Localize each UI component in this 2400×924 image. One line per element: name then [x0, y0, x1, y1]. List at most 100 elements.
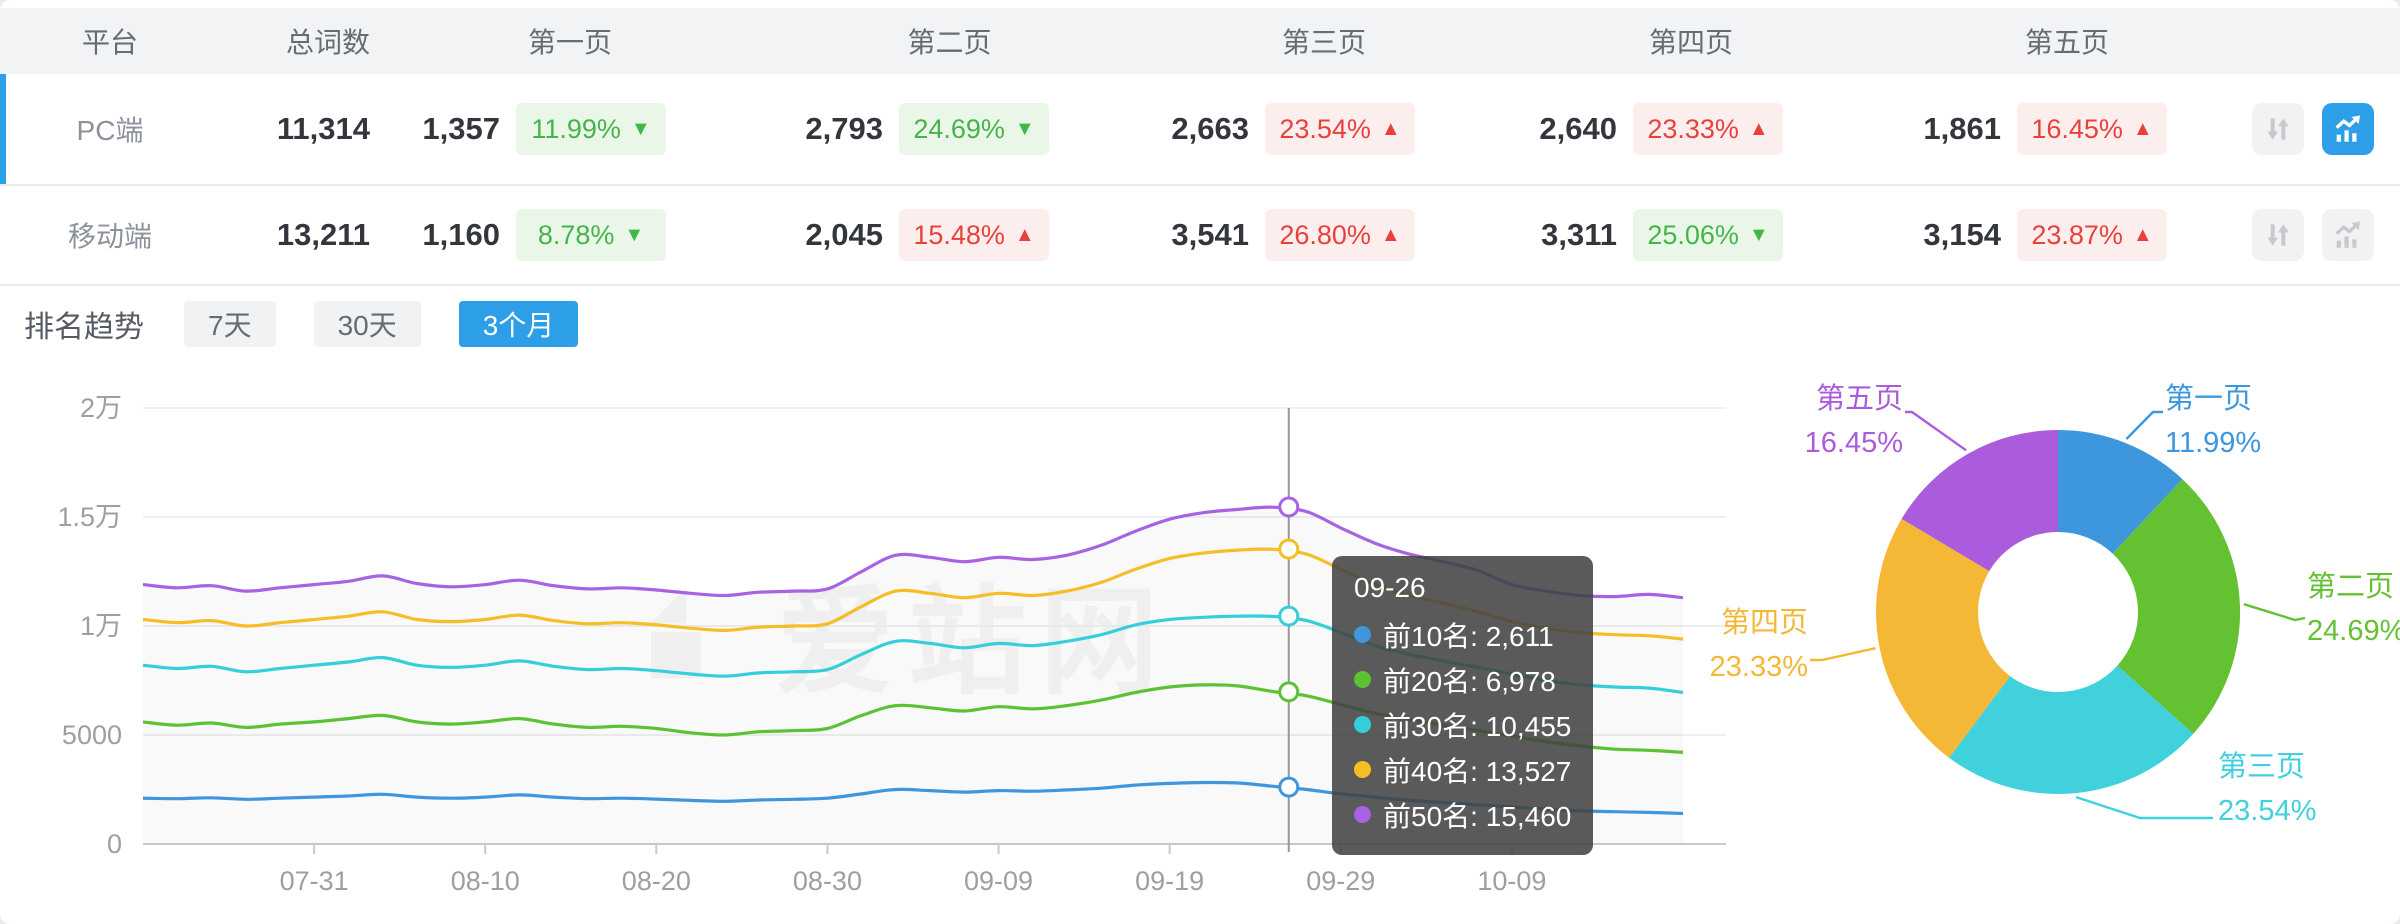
svg-text:07-31: 07-31	[280, 866, 349, 896]
svg-text:16.45%: 16.45%	[1805, 427, 1903, 459]
row-actions	[2187, 209, 2400, 261]
header-total-words: 总词数	[285, 27, 370, 58]
up-down-arrows-icon	[2267, 118, 2289, 140]
page-distribution-donut-chart[interactable]: 第一页 11.99% 第二页 24.69% 第三页 23.54% 第四页 23.33% 第五页 1…	[1650, 368, 2400, 888]
page4-trend-badge: 23.33% ▲	[1633, 103, 1783, 155]
svg-text:5000: 5000	[62, 720, 122, 750]
page5-trend-badge: 23.87% ▲	[2017, 209, 2167, 261]
page5-trend-pct: 23.87%	[2031, 219, 2123, 250]
tab-30-days[interactable]: 30天	[313, 301, 421, 347]
page4-trend-badge: 25.06% ▼	[1633, 209, 1783, 261]
page4-count: 2,640	[1539, 111, 1617, 146]
table-row-mobile[interactable]: 移动端 13,211 1,160 8.78% ▼ 2,045 15.48% ▲ 3,…	[0, 186, 2400, 286]
trend-arrow-icon: ▼	[630, 118, 651, 140]
header-page-3: 第三页	[1281, 27, 1366, 58]
chart-tooltip: 09-26 前10名: 2,611 前20名: 6,978 前30名: 10,455…	[1332, 556, 1594, 855]
trend-arrow-icon: ▲	[2132, 118, 2153, 140]
charts-area: 爱站网 050001万1.5万2万07-3108-1008-2008-3009-…	[0, 366, 2400, 924]
trend-chart-button[interactable]	[2322, 209, 2374, 261]
svg-text:24.69%: 24.69%	[2307, 615, 2400, 647]
line-chart-icon	[2335, 115, 2361, 142]
page3-trend-badge: 23.54% ▲	[1265, 103, 1415, 155]
range-tabs: 7天 30天 3个月	[184, 301, 579, 347]
tooltip-series-row: 前40名: 13,527	[1354, 747, 1571, 792]
svg-text:1.5万: 1.5万	[57, 502, 122, 532]
page4-count: 3,311	[1541, 217, 1617, 252]
page3-trend-pct: 23.54%	[1279, 113, 1371, 144]
page5-trend-pct: 16.45%	[2031, 113, 2123, 144]
svg-text:第三页: 第三页	[2218, 750, 2305, 783]
trend-arrow-icon: ▼	[624, 224, 645, 246]
tooltip-series-text: 前10名: 2,611	[1383, 620, 1554, 652]
total-words-value: 11,314	[276, 111, 370, 146]
compare-button[interactable]	[2252, 103, 2304, 155]
trend-arrow-icon: ▲	[1014, 224, 1035, 246]
header-page-5: 第五页	[2024, 27, 2109, 58]
page2-trend-pct: 24.69%	[913, 113, 1005, 144]
page3-count: 3,541	[1171, 217, 1249, 252]
tooltip-series-row: 前20名: 6,978	[1354, 657, 1571, 702]
header-platform: 平台	[81, 27, 138, 58]
page2-trend-badge: 24.69% ▼	[899, 103, 1049, 155]
svg-text:09-09: 09-09	[964, 866, 1033, 896]
svg-text:08-30: 08-30	[793, 866, 862, 896]
page2-count: 2,045	[805, 217, 883, 252]
rank-summary-table: 平台 总词数 第一页 第二页 第三页 第四页 第五页 PC端 11,314 1,…	[0, 0, 2400, 286]
header-page-4: 第四页	[1648, 27, 1733, 58]
svg-text:1万: 1万	[80, 611, 122, 641]
header-page-1: 第一页	[527, 27, 612, 58]
page2-trend-pct: 15.48%	[913, 219, 1005, 250]
series-dot-icon	[1354, 671, 1371, 688]
row-actions	[2187, 103, 2400, 155]
svg-text:23.33%: 23.33%	[1710, 651, 1808, 683]
table-row-pc[interactable]: PC端 11,314 1,357 11.99% ▼ 2,793 24.69% ▼ 2…	[0, 74, 2400, 186]
svg-text:09-29: 09-29	[1306, 866, 1375, 896]
page3-trend-pct: 26.80%	[1279, 219, 1371, 250]
page3-count: 2,663	[1171, 111, 1249, 146]
platform-label: PC端	[76, 115, 144, 146]
tooltip-series-row: 前30名: 10,455	[1354, 702, 1571, 747]
svg-text:10-09: 10-09	[1477, 866, 1546, 896]
trend-section-title: 排名趋势	[24, 311, 144, 344]
trend-chart-button[interactable]	[2322, 103, 2374, 155]
svg-text:08-20: 08-20	[622, 866, 691, 896]
tooltip-series-text: 前20名: 6,978	[1383, 665, 1556, 697]
page1-trend-badge: 11.99% ▼	[516, 103, 666, 155]
compare-button[interactable]	[2252, 209, 2304, 261]
page3-trend-badge: 26.80% ▲	[1265, 209, 1415, 261]
trend-arrow-icon: ▲	[1380, 118, 1401, 140]
series-dot-icon	[1354, 761, 1371, 778]
trend-arrow-icon: ▲	[2132, 224, 2153, 246]
page2-trend-badge: 15.48% ▲	[899, 209, 1049, 261]
platform-label: 移动端	[67, 221, 152, 252]
svg-text:第一页: 第一页	[2165, 382, 2252, 415]
up-down-arrows-icon	[2267, 224, 2289, 246]
svg-text:2万: 2万	[80, 393, 122, 423]
tooltip-series-text: 前30名: 10,455	[1383, 710, 1572, 742]
series-dot-icon	[1354, 806, 1371, 823]
page1-trend-pct: 8.78%	[537, 219, 615, 250]
page1-count: 1,357	[422, 111, 500, 146]
trend-toolbar: 排名趋势 7天 30天 3个月	[0, 284, 2400, 364]
page4-trend-pct: 23.33%	[1647, 113, 1739, 144]
tooltip-series-row: 前50名: 15,460	[1354, 792, 1571, 837]
tab-7-days[interactable]: 7天	[184, 301, 276, 347]
svg-text:第四页: 第四页	[1721, 606, 1808, 639]
page2-count: 2,793	[805, 111, 883, 146]
series-dot-icon	[1354, 716, 1371, 733]
table-header-row: 平台 总词数 第一页 第二页 第三页 第四页 第五页	[0, 8, 2400, 74]
svg-text:09-19: 09-19	[1135, 866, 1204, 896]
trend-arrow-icon: ▼	[1014, 118, 1035, 140]
rank-trend-line-chart[interactable]: 0 5000 1万 1.5万 2万 07-31 08-10 08-20 08-30 09-09 09…	[0, 366, 1800, 924]
series-dot-icon	[1354, 626, 1371, 643]
trend-arrow-icon: ▲	[1380, 224, 1401, 246]
header-page-2: 第二页	[907, 27, 992, 58]
tab-3-months[interactable]: 3个月	[458, 301, 579, 347]
trend-arrow-icon: ▲	[1748, 118, 1769, 140]
page5-trend-badge: 16.45% ▲	[2017, 103, 2167, 155]
page5-count: 1,861	[1923, 111, 2001, 146]
line-chart-icon	[2335, 221, 2361, 248]
page1-count: 1,160	[422, 217, 500, 252]
page5-count: 3,154	[1923, 217, 2001, 252]
